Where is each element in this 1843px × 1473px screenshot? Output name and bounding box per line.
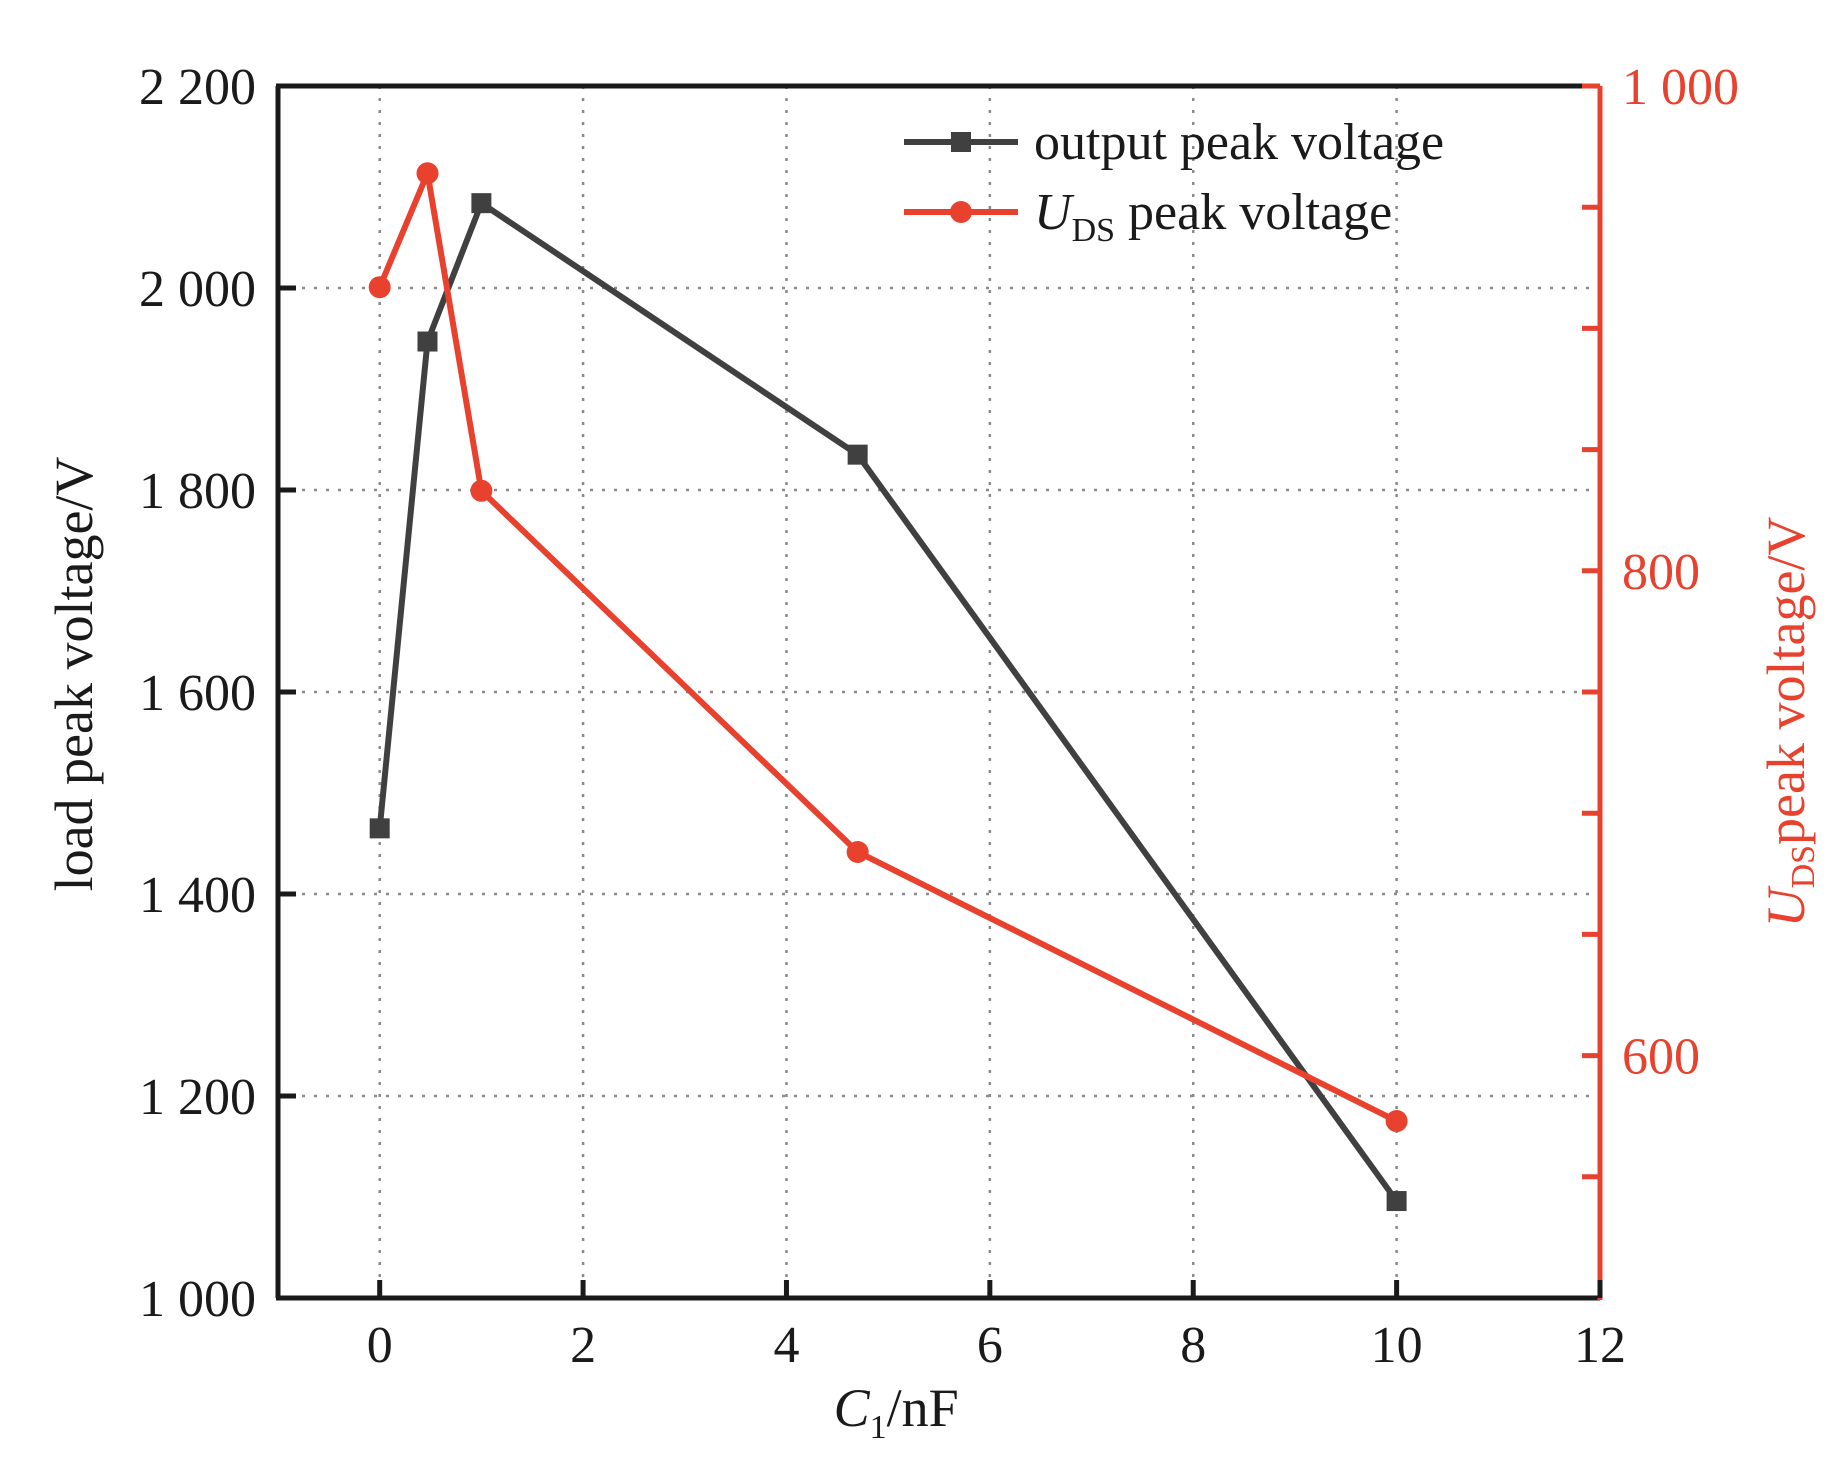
output-peak-voltage-marker — [471, 193, 492, 214]
x-axis-tick-label: 2 — [570, 1317, 596, 1374]
left-axis-tick-label: 1 000 — [139, 1271, 256, 1328]
uds-peak-voltage-marker — [470, 479, 493, 502]
uds-peak-voltage-marker — [416, 162, 439, 185]
left-axis-tick-label: 1 800 — [139, 463, 256, 520]
output-peak-voltage-line — [376, 200, 1400, 1203]
axes: 1 000 1 200 1 400 1 600 1 800 2 000 2 200 0 2 4 6 8… — [44, 59, 1822, 1446]
right-axis-tick-label: 1 000 — [1622, 59, 1739, 116]
legend: output peak voltage UDS peak voltage — [904, 114, 1444, 249]
legend-label-uds: UDS peak voltage — [1034, 184, 1392, 249]
left-axis-tick-label: 2 200 — [139, 59, 256, 116]
series-layer — [368, 162, 1408, 1212]
legend-marker-output — [951, 132, 971, 152]
right-axis-tick-label: 800 — [1622, 544, 1700, 601]
right-axis-title: UDSpeak voltage/V — [1756, 517, 1822, 928]
left-axis-tick-label: 1 600 — [139, 665, 256, 722]
left-axis-tick-label: 1 400 — [139, 867, 256, 924]
output-peak-voltage-marker — [1386, 1191, 1407, 1212]
legend-marker-uds — [950, 201, 972, 223]
left-axis-tick-label: 1 200 — [139, 1069, 256, 1126]
uds-peak-voltage-marker — [368, 276, 391, 299]
legend-label-output: output peak voltage — [1034, 114, 1444, 171]
x-axis-tick-label: 12 — [1574, 1317, 1626, 1374]
x-axis-tick-label: 10 — [1371, 1317, 1423, 1374]
x-axis-tick-label: 8 — [1180, 1317, 1206, 1374]
x-axis-title: C1/nF — [834, 1378, 959, 1446]
output-peak-voltage-marker — [369, 818, 390, 839]
output-peak-voltage-marker — [417, 331, 438, 352]
left-axis-tick-label: 2 000 — [139, 261, 256, 318]
uds-peak-voltage-marker — [846, 840, 869, 863]
left-axis-title: load peak voltage/V — [44, 457, 104, 892]
x-axis-tick-label: 6 — [977, 1317, 1003, 1374]
x-axis-tick-label: 0 — [367, 1317, 393, 1374]
uds-peak-voltage-marker — [1385, 1110, 1408, 1133]
uds-peak-voltage-line — [376, 170, 1398, 1124]
x-axis-tick-label: 4 — [773, 1317, 799, 1374]
output-peak-voltage-marker — [847, 444, 868, 465]
right-axis-tick-label: 600 — [1622, 1029, 1700, 1086]
